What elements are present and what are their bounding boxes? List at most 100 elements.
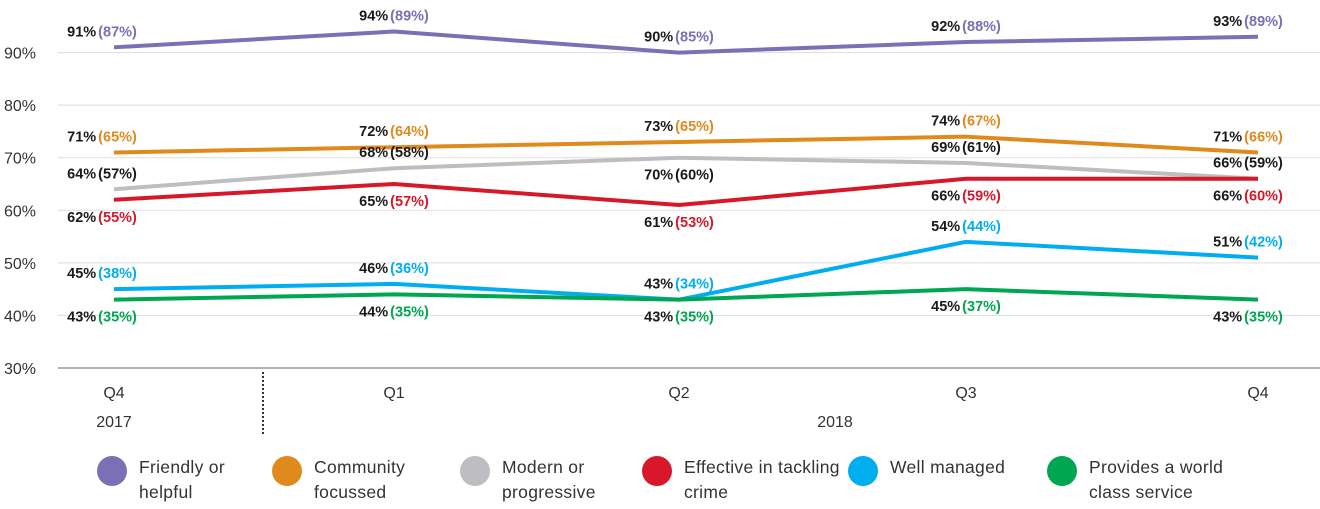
value-label: 92% [931,19,960,35]
value-label: 43% [644,310,673,326]
legend-item: Community focussed [272,455,444,505]
secondary-label: (35%) [1244,310,1283,326]
value-label: 46% [359,261,388,277]
data-label: 65% (57%) [359,194,429,210]
secondary-label: (59%) [962,189,1001,205]
data-label: 92% (88%) [931,19,1001,35]
y-tick-label: 50% [4,256,36,273]
value-label: 68% [359,145,388,161]
data-label: 71% (65%) [67,129,137,145]
secondary-label: (60%) [675,168,714,184]
data-label: 43% (34%) [644,277,714,293]
series-line [113,134,1259,155]
data-label: 91% (87%) [67,24,137,40]
legend-item: Provides a world class service [1047,455,1269,505]
secondary-label: (55%) [98,210,137,226]
secondary-label: (57%) [390,194,429,210]
y-tick-label: 70% [4,151,36,168]
secondary-label: (88%) [962,19,1001,35]
secondary-label: (35%) [390,304,429,320]
data-label: 61% (53%) [644,215,714,231]
value-label: 65% [359,194,388,210]
secondary-label: (89%) [390,9,429,25]
value-label: 93% [1213,14,1242,30]
y-tick-label: 40% [4,308,36,325]
legend-item: Well managed [848,455,1060,486]
data-label: 90% (85%) [644,30,714,46]
data-label: 74% (67%) [931,114,1001,130]
legend-label: Community focussed [314,457,406,502]
secondary-label: (58%) [390,145,429,161]
secondary-label: (59%) [1244,156,1283,172]
value-label: 44% [359,304,388,320]
x-tick-label: Q3 [955,385,976,402]
data-label: 45% (38%) [67,266,137,282]
year-label: 2018 [817,414,853,431]
data-label: 72% (64%) [359,124,429,140]
secondary-label: (34%) [675,277,714,293]
data-label: 54% (44%) [931,219,1001,235]
data-label: 43% (35%) [644,310,714,326]
secondary-label: (85%) [675,30,714,46]
x-tick-label: Q1 [383,385,404,402]
secondary-label: (64%) [390,124,429,140]
value-label: 51% [1213,235,1242,251]
data-label: 69% (61%) [931,140,1001,156]
y-tick-label: 60% [4,203,36,220]
data-label: 70% (60%) [644,168,714,184]
y-tick-label: 90% [4,46,36,63]
series-line [113,176,1258,208]
value-label: 69% [931,140,960,156]
value-label: 62% [67,210,96,226]
value-label: 73% [644,119,673,135]
value-label: 45% [931,299,960,315]
x-tick-label: Q2 [668,385,689,402]
value-label: 66% [931,189,960,205]
x-tick-label: Q4 [1247,385,1268,402]
value-label: 66% [1213,156,1242,172]
secondary-label: (57%) [98,166,137,182]
data-label: 64% (57%) [67,166,137,182]
secondary-label: (35%) [675,310,714,326]
series-line [113,155,1259,192]
secondary-label: (53%) [675,215,714,231]
data-label: 93% (89%) [1213,14,1283,30]
value-label: 54% [931,219,960,235]
data-label: 45% (37%) [931,299,1001,315]
secondary-label: (37%) [962,299,1001,315]
value-label: 43% [644,277,673,293]
secondary-label: (89%) [1244,14,1283,30]
value-label: 66% [1213,189,1242,205]
value-label: 94% [359,9,388,25]
y-tick-label: 80% [4,98,36,115]
secondary-label: (66%) [1244,129,1283,145]
legend-label: Well managed [890,457,1006,477]
data-label: 44% (35%) [359,304,429,320]
value-label: 45% [67,266,96,282]
data-label: 46% (36%) [359,261,429,277]
secondary-label: (35%) [98,310,137,326]
y-tick-label: 30% [4,361,36,378]
legend-item: Modern or progressive [460,455,632,505]
secondary-label: (67%) [962,114,1001,130]
value-label: 70% [644,168,673,184]
legend-swatch [848,456,878,486]
x-tick-label: Q4 [103,385,124,402]
legend-item: Friendly or helpful [97,455,249,505]
data-label: 66% (59%) [1213,156,1283,172]
value-label: 71% [67,129,96,145]
secondary-label: (87%) [98,24,137,40]
secondary-label: (42%) [1244,235,1283,251]
legend-swatch [642,456,672,486]
value-label: 72% [359,124,388,140]
legend-swatch [1047,456,1077,486]
legend-label: Modern or progressive [502,457,596,502]
secondary-label: (36%) [390,261,429,277]
secondary-label: (65%) [675,119,714,135]
legend-label: Provides a world class service [1089,457,1224,502]
data-label: 66% (60%) [1213,189,1283,205]
secondary-label: (44%) [962,219,1001,235]
data-label: 62% (55%) [67,210,137,226]
value-label: 74% [931,114,960,130]
